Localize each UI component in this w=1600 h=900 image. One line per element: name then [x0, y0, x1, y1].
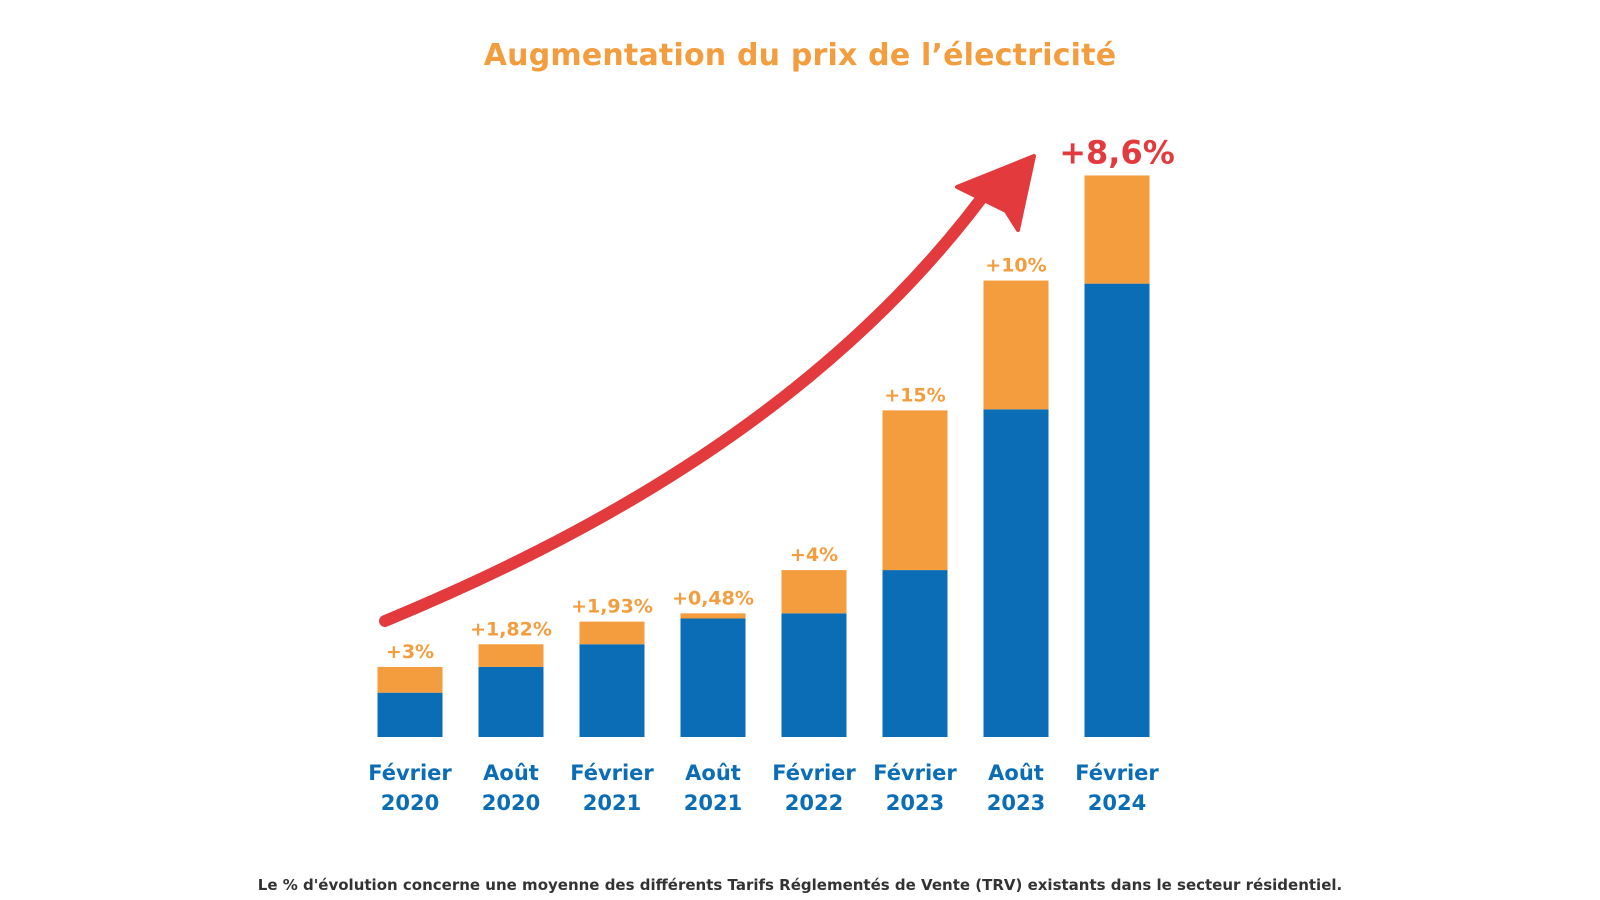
- chart-title: Augmentation du prix de l’électricité: [483, 38, 1117, 73]
- data-label: +0,48%: [672, 587, 754, 609]
- bar-base: [1084, 283, 1150, 737]
- category-label: Février: [570, 761, 654, 785]
- category-label: 2022: [785, 791, 843, 815]
- data-label: +15%: [884, 384, 945, 406]
- data-label: +1,82%: [470, 618, 552, 640]
- bar-base: [579, 644, 645, 737]
- bar-base: [377, 692, 443, 737]
- footnote: Le % d'évolution concerne une moyenne de…: [257, 876, 1343, 894]
- trend-arrow-shaft: [379, 174, 1001, 627]
- category-label: Février: [873, 761, 957, 785]
- bar-base: [781, 613, 847, 737]
- category-label: Février: [772, 761, 856, 785]
- category-label: 2021: [583, 791, 641, 815]
- bar-base: [983, 409, 1049, 737]
- category-label: 2020: [381, 791, 439, 815]
- category-label: 2024: [1088, 791, 1146, 815]
- bar-base: [680, 618, 746, 737]
- trend-arrow-head: [955, 154, 1036, 232]
- bar-increase: [680, 613, 746, 619]
- bar-increase: [781, 570, 847, 614]
- bar-increase: [983, 280, 1049, 410]
- category-label: 2021: [684, 791, 742, 815]
- bar-increase: [882, 410, 948, 571]
- labels-layer: +3% Février 2020 +1,82% Août 2020 +1,93% Févrie…: [368, 133, 1175, 815]
- data-label: +4%: [790, 544, 838, 566]
- category-label: 2023: [886, 791, 944, 815]
- bar-increase: [1084, 175, 1150, 284]
- category-label: Août: [988, 761, 1044, 785]
- bar-base: [882, 570, 948, 737]
- category-label: Août: [483, 761, 539, 785]
- bar-increase: [478, 644, 544, 667]
- data-label: +8,6%: [1059, 133, 1175, 171]
- category-label: 2020: [482, 791, 540, 815]
- category-label: 2023: [987, 791, 1045, 815]
- bar-increase: [579, 621, 645, 645]
- category-label: Août: [685, 761, 741, 785]
- data-label: +3%: [386, 641, 434, 663]
- bars-layer: [377, 175, 1150, 737]
- bar-increase: [377, 666, 443, 693]
- category-label: Février: [368, 761, 452, 785]
- data-label: +1,93%: [571, 596, 653, 618]
- data-label: +10%: [985, 255, 1046, 277]
- bar-base: [478, 666, 544, 737]
- category-label: Février: [1075, 761, 1159, 785]
- trend-arrow: [379, 154, 1036, 627]
